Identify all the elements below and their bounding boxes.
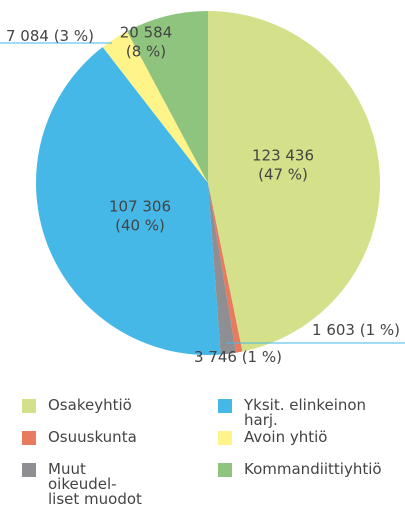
legend-item: Yksit. elinkeinon harj. bbox=[218, 398, 403, 428]
legend-swatch bbox=[22, 431, 36, 445]
data-label: (47 %) bbox=[258, 166, 308, 184]
data-label: (40 %) bbox=[115, 217, 165, 235]
pie-slice bbox=[208, 183, 243, 353]
pie-slice bbox=[208, 11, 380, 352]
legend-label: Avoin yhtiö bbox=[244, 428, 328, 446]
legend-item: Osuuskunta bbox=[22, 430, 142, 445]
legend-swatch bbox=[22, 399, 36, 413]
legend-swatch bbox=[218, 399, 232, 413]
pie-slice bbox=[126, 11, 208, 183]
chart: 123 436(47 %) 1 603 (1 %) 3 746 (1 %) 107 3… bbox=[0, 11, 405, 366]
legend-label: Osuuskunta bbox=[48, 428, 137, 446]
legend-swatch bbox=[218, 463, 232, 477]
data-label: 3 746 (1 %) bbox=[194, 348, 282, 366]
data-label: 20 584 bbox=[120, 24, 173, 42]
legend-label: Muut oikeudel-liset muodot bbox=[48, 460, 142, 508]
data-label: (8 %) bbox=[126, 43, 166, 61]
pie-slice bbox=[102, 31, 208, 183]
data-label: 107 306 bbox=[109, 198, 171, 216]
legend-item: Avoin yhtiö bbox=[218, 430, 403, 445]
legend-item: Osakeyhtiö bbox=[22, 398, 142, 413]
pie-slice bbox=[36, 47, 221, 355]
data-label: 7 084 (3 %) bbox=[6, 27, 94, 45]
legend-label: Kommandiittiyhtiö bbox=[244, 460, 382, 478]
legend-swatch bbox=[22, 463, 36, 477]
pie-slice bbox=[208, 183, 236, 355]
data-label: 123 436 bbox=[252, 147, 314, 165]
legend-label: Yksit. elinkeinon harj. bbox=[244, 396, 367, 429]
legend-item: Kommandiittiyhtiö bbox=[218, 462, 403, 477]
legend-label: Osakeyhtiö bbox=[48, 396, 132, 414]
legend-swatch bbox=[218, 431, 232, 445]
data-label: 1 603 (1 %) bbox=[312, 321, 400, 339]
legend-item: Muut oikeudel-liset muodot bbox=[22, 462, 142, 507]
